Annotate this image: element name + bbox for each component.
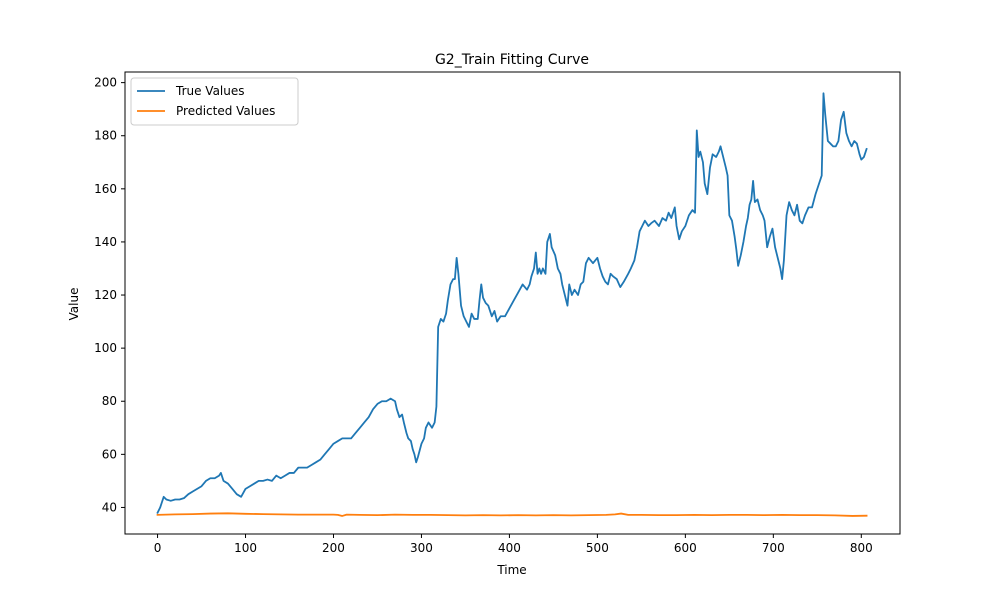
y-tick-label: 40 (102, 500, 117, 514)
x-axis-label: Time (496, 563, 526, 577)
x-tick-label: 100 (234, 541, 257, 555)
legend: True Values Predicted Values (130, 77, 299, 126)
y-tick-label: 60 (102, 447, 117, 461)
series-line-predicted-values (156, 512, 868, 517)
x-axis: 0 100 200 300 400 500 600 700 800 (154, 534, 873, 555)
y-axis-label: Value (67, 288, 81, 321)
x-tick-label: 500 (586, 541, 609, 555)
y-tick-label: 140 (94, 235, 117, 249)
y-axis: 40 60 80 100 120 140 160 180 200 (94, 76, 125, 514)
chart-title: G2_Train Fitting Curve (435, 52, 589, 68)
y-tick-label: 80 (102, 394, 117, 408)
x-tick-label: 400 (498, 541, 521, 555)
plot-area (156, 92, 868, 517)
legend-label-predicted-values: Predicted Values (176, 104, 275, 118)
x-tick-label: 600 (674, 541, 697, 555)
legend-label-true-values: True Values (175, 84, 245, 98)
x-tick-label: 700 (762, 541, 785, 555)
x-tick-label: 200 (322, 541, 345, 555)
x-tick-label: 300 (410, 541, 433, 555)
y-tick-label: 120 (94, 288, 117, 302)
axes: 0 100 200 300 400 500 600 700 800 40 60 80 100 120 14… (94, 71, 901, 555)
y-tick-label: 200 (94, 76, 117, 90)
plot-frame (124, 71, 901, 535)
y-tick-label: 180 (94, 129, 117, 143)
x-tick-label: 800 (850, 541, 873, 555)
legend-frame (130, 77, 299, 126)
y-tick-label: 160 (94, 182, 117, 196)
x-tick-label: 0 (154, 541, 162, 555)
series-line-true-values (156, 92, 868, 514)
y-tick-label: 100 (94, 341, 117, 355)
